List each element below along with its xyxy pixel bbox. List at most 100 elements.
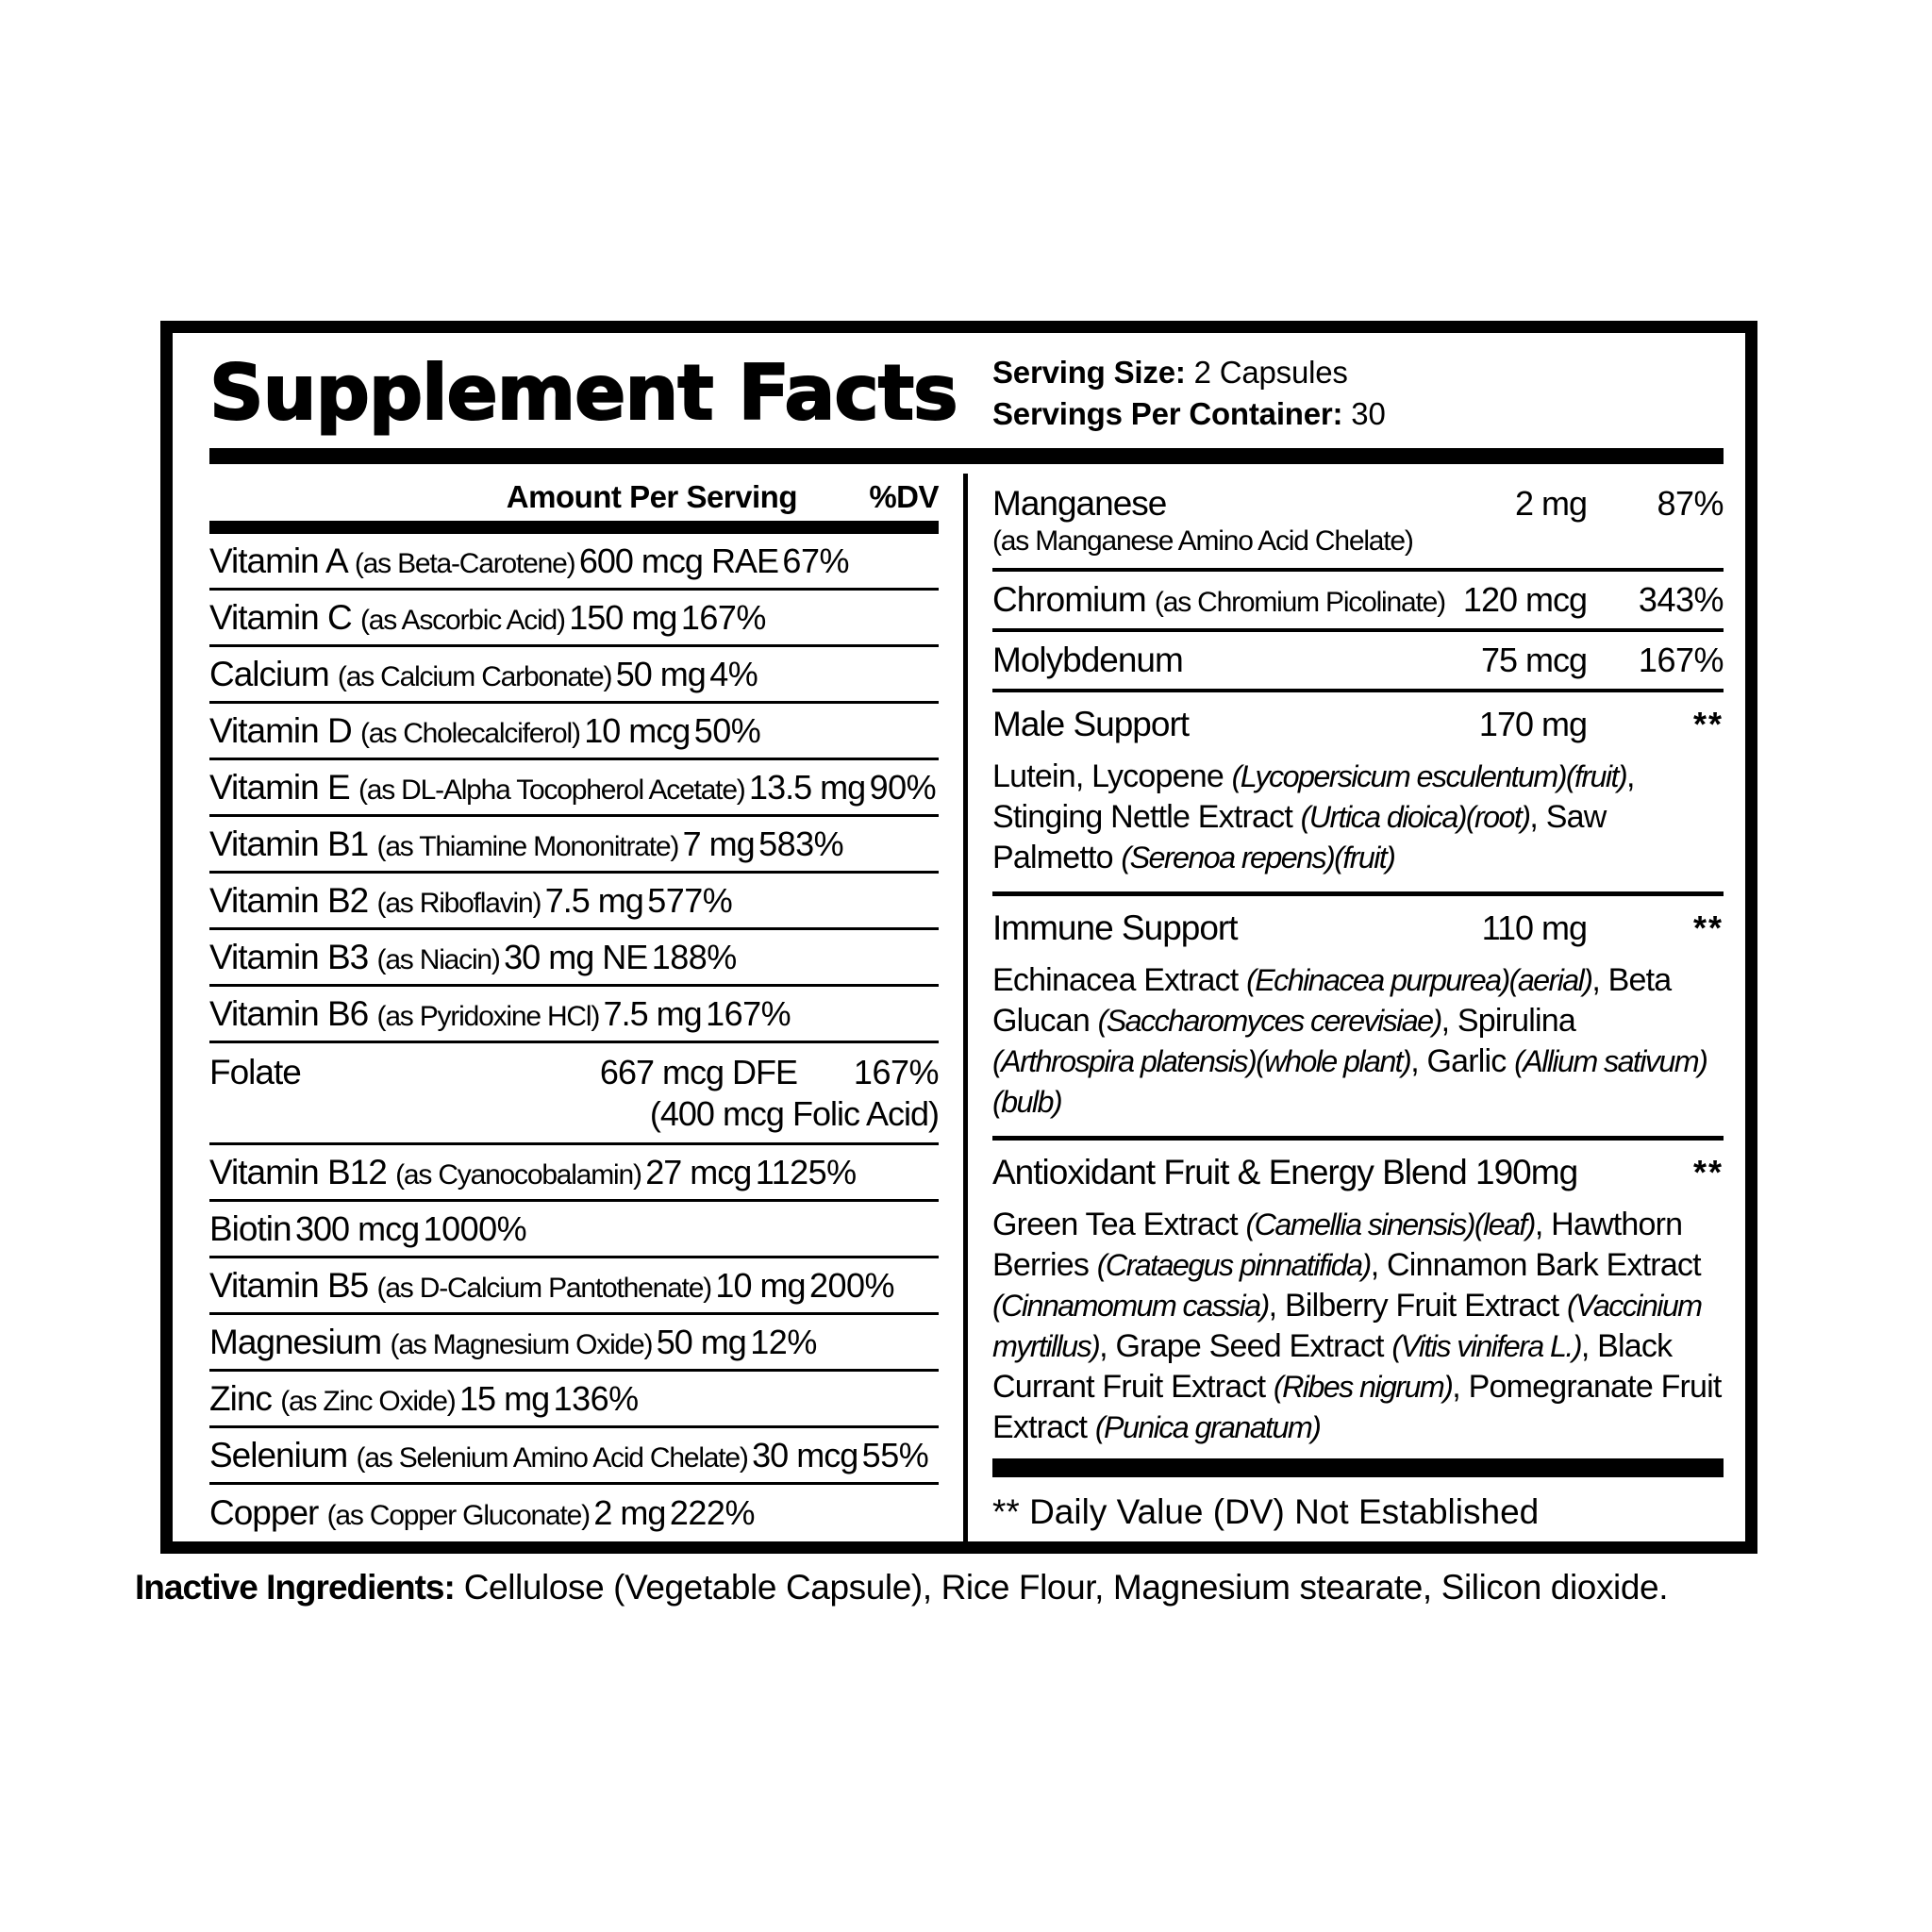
serving-size-line: Serving Size: 2 Capsules	[992, 352, 1724, 393]
nutrient-form: (as Copper Gluconate)	[326, 1500, 591, 1531]
blend-dv-asterisks: **	[1692, 908, 1724, 947]
nutrient-row-line: Vitamin B12 (as Cyanocobalamin) 27 mcg 1…	[209, 1153, 857, 1192]
nutrient-dv: 200%	[808, 1265, 895, 1305]
blend-name: Immune Support	[992, 908, 1239, 947]
nutrient-name: Biotin	[209, 1208, 292, 1248]
nutrient-row-line: Selenium (as Selenium Amino Acid Chelate…	[209, 1435, 929, 1475]
nutrient-row-line: Vitamin E (as DL-Alpha Tocopherol Acetat…	[209, 767, 937, 808]
blend-amount: 110 mg	[1481, 908, 1588, 947]
nutrient-amount: 15 mg	[459, 1378, 550, 1418]
nutrient-row: Copper (as Copper Gluconate) 2 mg 222%	[209, 1485, 939, 1541]
nutrient-dv: 167%	[853, 1052, 940, 1091]
nutrient-form: (as Magnesium Oxide)	[390, 1328, 654, 1360]
nutrient-amount: 7 mg	[682, 824, 756, 863]
nutrient-row: Biotin 300 mcg 1000%	[209, 1202, 939, 1258]
nutrient-row-line: Calcium (as Calcium Carbonate) 50 mg 4%	[209, 655, 758, 694]
nutrient-form: (as Riboflavin)	[376, 887, 542, 919]
nutrient-dv: 50%	[693, 710, 761, 750]
nutrient-form: (as Pyridoxine HCl)	[376, 1000, 601, 1032]
nutrient-row-line: Vitamin B3 (as Niacin) 30 mg NE 188%	[209, 938, 737, 977]
nutrient-dv: 167%	[680, 597, 767, 637]
nutrient-dv: 577%	[647, 880, 733, 920]
servings-per-container-line: Servings Per Container: 30	[992, 393, 1724, 435]
nutrient-row: Vitamin B1 (as Thiamine Mononitrate) 7 m…	[209, 817, 939, 874]
nutrient-form: (as Thiamine Mononitrate)	[376, 830, 680, 862]
nutrient-row: Vitamin D (as Cholecalciferol) 10 mcg 50…	[209, 704, 939, 760]
nutrient-amount: 27 mcg	[645, 1152, 752, 1191]
mineral-row-line: Manganese 2 mg 87%	[992, 484, 1724, 524]
nutrient-name: Vitamin E (as DL-Alpha Tocopherol Acetat…	[209, 767, 746, 807]
nutrient-row: Magnesium (as Magnesium Oxide) 50 mg 12%	[209, 1315, 939, 1372]
nutrient-form: (as Cyanocobalamin)	[395, 1158, 642, 1191]
nutrient-row-line: Vitamin B5 (as D-Calcium Pantothenate) 1…	[209, 1265, 895, 1306]
panel-header: Supplement Facts Serving Size: 2 Capsule…	[208, 342, 1724, 443]
nutrient-name: Calcium (as Calcium Carbonate)	[209, 654, 613, 693]
blend-amount: 170 mg	[1478, 705, 1588, 743]
nutrient-name: Vitamin A (as Beta-Carotene)	[209, 541, 576, 580]
nutrient-form: (as Ascorbic Acid)	[360, 604, 566, 636]
nutrient-row: Zinc (as Zinc Oxide) 15 mg 136%	[209, 1372, 939, 1428]
blend-sections: Male Support 170 mg ** Lutein, Lycopene …	[992, 692, 1724, 1454]
nutrient-row: Vitamin B5 (as D-Calcium Pantothenate) 1…	[209, 1258, 939, 1315]
nutrient-name: Vitamin B2 (as Riboflavin)	[209, 880, 542, 920]
left-column: Amount Per Serving %DV Vitamin A (as Bet…	[209, 474, 940, 1541]
nutrient-dv: 188%	[651, 937, 738, 976]
nutrient-amount: 150 mg	[569, 597, 677, 637]
nutrient-dv: 4%	[709, 654, 758, 693]
blend-name: Antioxidant Fruit & Energy Blend 190mg	[992, 1153, 1578, 1191]
nutrient-row: Vitamin C (as Ascorbic Acid) 150 mg 167%	[209, 591, 939, 647]
blend-header: Immune Support 110 mg **	[992, 904, 1724, 953]
mineral-form-below: (as Manganese Amino Acid Chelate)	[992, 525, 1414, 557]
serving-size-value: 2 Capsules	[1185, 354, 1348, 390]
mineral-row-line: Molybdenum 75 mcg 167%	[992, 641, 1724, 680]
percent-dv-header: %DV	[869, 479, 939, 514]
nutrient-dv: 136%	[553, 1378, 640, 1418]
nutrient-row-line: Magnesium (as Magnesium Oxide) 50 mg 12%	[209, 1323, 817, 1362]
nutrient-row: Selenium (as Selenium Amino Acid Chelate…	[209, 1428, 939, 1485]
supplement-facts-panel: Supplement Facts Serving Size: 2 Capsule…	[160, 321, 1757, 1554]
left-nutrient-rows: Vitamin A (as Beta-Carotene) 600 mcg RAE…	[209, 534, 940, 1541]
nutrient-form: (as Cholecalciferol)	[360, 717, 581, 749]
nutrient-row: Vitamin B2 (as Riboflavin) 7.5 mg 577%	[209, 874, 939, 930]
serving-info: Serving Size: 2 Capsules Servings Per Co…	[992, 352, 1724, 435]
inactive-ingredients-label: Inactive Ingredients:	[135, 1568, 456, 1607]
nutrient-columns: Amount Per Serving %DV Vitamin A (as Bet…	[209, 474, 1724, 1541]
nutrient-form: (as D-Calcium Pantothenate)	[376, 1272, 713, 1304]
nutrient-form: (as Niacin)	[376, 943, 501, 975]
nutrient-row: Vitamin B6 (as Pyridoxine HCl) 7.5 mg 16…	[209, 987, 939, 1043]
nutrient-row: Vitamin B3 (as Niacin) 30 mg NE 188%	[209, 930, 939, 987]
blend-ingredients: Green Tea Extract (Camellia sinensis)(le…	[992, 1207, 1722, 1445]
nutrient-dv: 67%	[782, 541, 849, 580]
nutrient-name: Copper (as Copper Gluconate)	[209, 1493, 591, 1532]
mineral-dv: 343%	[1638, 580, 1724, 619]
servings-per-container-value: 30	[1342, 395, 1386, 431]
nutrient-name: Vitamin B5 (as D-Calcium Pantothenate)	[209, 1265, 713, 1305]
mineral-dv: 87%	[1657, 484, 1724, 523]
nutrient-dv: 583%	[758, 824, 844, 863]
nutrient-name: Selenium (as Selenium Amino Acid Chelate…	[209, 1435, 749, 1474]
nutrient-row-line: Vitamin B6 (as Pyridoxine HCl) 7.5 mg 16…	[209, 994, 791, 1034]
nutrient-row: Vitamin E (as DL-Alpha Tocopherol Acetat…	[209, 760, 939, 817]
nutrient-form: (as Selenium Amino Acid Chelate)	[356, 1441, 749, 1474]
nutrient-name: Vitamin B12 (as Cyanocobalamin)	[209, 1152, 642, 1191]
nutrient-amount: 50 mg	[615, 654, 707, 693]
nutrient-amount: 7.5 mg	[544, 880, 644, 920]
nutrient-row: Vitamin B12 (as Cyanocobalamin) 27 mcg 1…	[209, 1145, 939, 1202]
nutrient-row-line: Zinc (as Zinc Oxide) 15 mg 136%	[209, 1379, 639, 1419]
servings-per-container-label: Servings Per Container:	[992, 395, 1343, 431]
mineral-name: Manganese	[992, 484, 1167, 523]
blend-dv-asterisks: **	[1692, 1153, 1724, 1191]
nutrient-amount: 30 mcg	[752, 1435, 858, 1474]
serving-size-label: Serving Size:	[992, 354, 1186, 390]
nutrient-dv: 55%	[861, 1435, 929, 1474]
inactive-ingredients-line: Inactive Ingredients: Cellulose (Vegetab…	[135, 1568, 1824, 1607]
nutrient-form: (as Zinc Oxide)	[280, 1385, 457, 1417]
mineral-row: Manganese 2 mg 87% (as Manganese Amino A…	[992, 474, 1724, 572]
mineral-name: Chromium (as Chromium Picolinate)	[992, 580, 1446, 619]
left-header-bar	[209, 521, 939, 534]
nutrient-row: Vitamin A (as Beta-Carotene) 600 mcg RAE…	[209, 534, 939, 591]
nutrient-row-line: Folate 667 mcg DFE 167%	[209, 1052, 940, 1092]
nutrient-dv: 90%	[869, 767, 937, 807]
nutrient-row-line: Vitamin D (as Cholecalciferol) 10 mcg 50…	[209, 710, 761, 751]
blend-dv-asterisks: **	[1692, 705, 1724, 743]
